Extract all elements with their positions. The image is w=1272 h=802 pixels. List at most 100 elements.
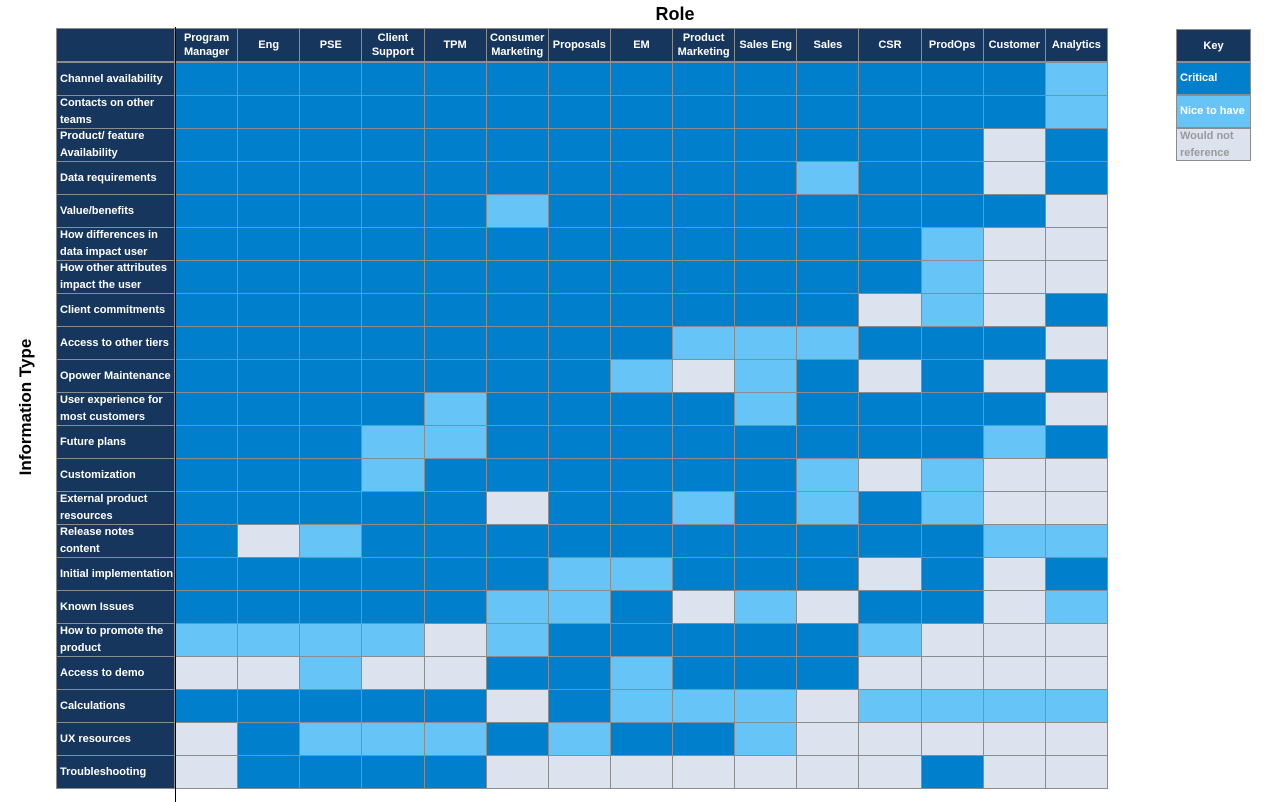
heatmap-cell [423,722,487,756]
heatmap-cell [547,227,611,261]
heatmap-cell [547,557,611,591]
heatmap-cell [361,62,425,96]
row-label: UX resources [56,722,175,756]
heatmap-cell [361,755,425,789]
heatmap-cell [672,194,736,228]
heatmap-cell [982,62,1046,96]
heatmap-cell [361,128,425,162]
heatmap-cell [237,227,301,261]
heatmap-cell [796,194,860,228]
heatmap-cell [734,260,798,294]
heatmap-cell [361,557,425,591]
heatmap-cell [361,194,425,228]
heatmap-cell [175,425,239,459]
heatmap-cell [299,392,363,426]
heatmap-cell [982,656,1046,690]
heatmap-cell [734,62,798,96]
heatmap-cell [299,260,363,294]
column-header: Sales Eng [734,28,798,62]
heatmap-cell [547,359,611,393]
heatmap-cell [609,392,674,426]
heatmap-cell [672,623,736,657]
legend-title: Key [1176,29,1251,62]
heatmap-cell [361,326,425,360]
heatmap-cell [237,359,301,393]
heatmap-cell [361,623,425,657]
column-header: Program Manager [175,28,239,62]
heatmap-cell [609,326,674,360]
heatmap-cell [920,557,984,591]
heatmap-cell [361,359,425,393]
heatmap-cell [1044,491,1108,525]
heatmap-cell [175,656,239,690]
heatmap-cell [175,557,239,591]
heatmap-cell [361,491,425,525]
heatmap-cell [609,95,674,129]
heatmap-cell [485,62,549,96]
heatmap-cell [237,689,301,723]
heatmap-cell [672,458,736,492]
heatmap-cell [672,425,736,459]
column-header: Customer [982,28,1046,62]
heatmap-cell [920,425,984,459]
heatmap-cell [361,689,425,723]
heatmap-cell [796,95,860,129]
heatmap-cell [175,194,239,228]
heatmap-cell [672,524,736,558]
heatmap-cell [423,227,487,261]
heatmap-cell [361,260,425,294]
heatmap-cell [609,524,674,558]
heatmap-cell [734,293,798,327]
heatmap-cell [609,161,674,195]
heatmap-cell [237,95,301,129]
heatmap-cell [858,161,922,195]
heatmap-cell [609,557,674,591]
heatmap-cell [299,458,363,492]
heatmap-cell [485,95,549,129]
heatmap-cell [920,359,984,393]
heatmap-cell [858,656,922,690]
heatmap-cell [920,260,984,294]
heatmap-cell [858,128,922,162]
legend-item-critical: Critical [1176,62,1251,95]
heatmap-cell [299,293,363,327]
heatmap-cell [175,359,239,393]
heatmap-cell [1044,161,1108,195]
heatmap-cell [237,194,301,228]
heatmap-cell [982,491,1046,525]
heatmap-cell [734,425,798,459]
legend-item-nice-to-have: Nice to have [1176,95,1251,128]
row-label: Product/ feature Availability [56,128,175,162]
heatmap-cell [299,128,363,162]
heatmap-cell [858,722,922,756]
heatmap-cell [672,557,736,591]
heatmap-cell [858,326,922,360]
heatmap-cell [361,524,425,558]
heatmap-cell [485,359,549,393]
row-label: Data requirements [56,161,175,195]
heatmap-cell [237,557,301,591]
heatmap-cell [672,359,736,393]
heatmap-cell [547,524,611,558]
row-label: Value/benefits [56,194,175,228]
heatmap-cell [237,458,301,492]
heatmap-cell [361,293,425,327]
heatmap-cell [299,161,363,195]
heatmap-cell [175,755,239,789]
heatmap-cell [609,722,674,756]
heatmap-cell [423,689,487,723]
heatmap-cell [237,656,301,690]
heatmap-cell [858,524,922,558]
heatmap-cell [423,161,487,195]
heatmap-cell [237,161,301,195]
heatmap-cell [237,128,301,162]
heatmap-cell [672,326,736,360]
heatmap-cell [1044,425,1108,459]
heatmap-cell [734,623,798,657]
row-label: Future plans [56,425,175,459]
heatmap-cell [920,326,984,360]
row-label: Contacts on other teams [56,95,175,129]
heatmap-cell [858,227,922,261]
heatmap-cell [1044,524,1108,558]
heatmap-cell [734,161,798,195]
